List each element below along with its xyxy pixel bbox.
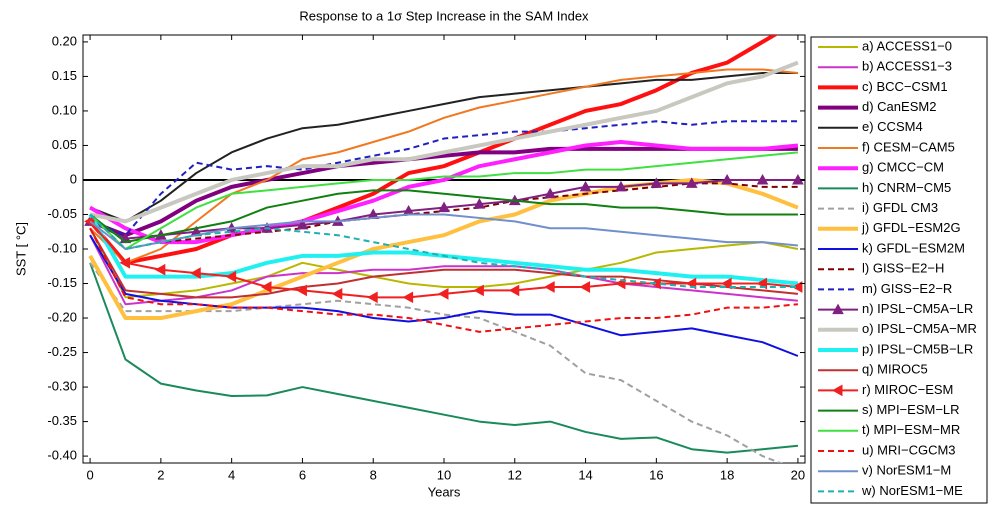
x-tick-label: 10 [437,467,451,482]
series-line [89,234,799,306]
marker [296,218,309,230]
x-tick-label: 20 [791,467,805,482]
legend-label: h) CNRM−CM5 [862,180,951,195]
x-tick-label: 2 [157,467,164,482]
legend-label: v) NorESM1−M [862,463,951,478]
marker [438,201,450,213]
marker [473,198,486,209]
legend-label: k) GFDL−ESM2M [862,240,965,255]
series-line [88,177,799,321]
marker [296,284,307,297]
x-tick-label: 16 [649,467,663,482]
legend-label: g) CMCC−CM [862,160,944,175]
series-line [89,262,783,463]
x-axis-label: Years [428,484,461,499]
marker [756,173,769,185]
series-line [89,120,798,237]
legend-label: t) MPI−ESM−MR [862,422,960,437]
y-tick-label: -0.40 [47,448,77,463]
marker [154,263,166,276]
series-line [89,262,799,454]
legend-label: a) ACCESS1−0 [862,38,952,53]
series-line [89,60,799,224]
y-tick-label: 0.10 [52,102,77,117]
marker [544,281,555,293]
marker [225,270,237,283]
legend-label: u) MRI−CGCM3 [862,442,956,457]
marker [832,303,844,315]
series-line [89,189,798,244]
y-tick-label: -0.25 [47,344,77,359]
marker [190,267,201,280]
y-tick-label: -0.10 [47,240,77,255]
legend-label: b) ACCESS1−3 [862,59,952,74]
marker [367,291,378,304]
marker [473,284,484,297]
legend-label: e) CCSM4 [862,119,923,134]
x-tick-label: 0 [86,467,93,482]
x-tick-label: 12 [508,467,522,482]
legend-label: o) IPSL−CM5A−MR [862,321,977,336]
y-tick-label: -0.30 [47,379,77,394]
legend-label: l) GISS−E2−H [862,261,944,276]
legend-label: w) NorESM1−ME [861,483,963,498]
series-line [89,68,799,264]
series-line [89,140,799,245]
marker [579,281,591,293]
legend-label: i) GFDL CM3 [862,200,938,215]
legend-label: j) GFDL−ESM2G [861,220,961,235]
y-tick-label: -0.35 [47,413,77,428]
chart-title: Response to a 1σ Step Increase in the SA… [299,8,589,23]
marker [437,288,449,300]
series-line [89,213,798,288]
marker [685,177,698,188]
plot-area [83,35,805,463]
legend-label: s) MPI−ESM−LR [862,402,960,417]
series-line [89,151,799,250]
legend-label: d) CanESM2 [862,99,936,114]
series-line [89,227,799,333]
legend-label: r) MIROC−ESM [862,382,953,397]
y-tick-label: 0 [70,171,77,186]
y-tick-label: 0.15 [52,68,77,83]
y-tick-label: -0.15 [47,275,77,290]
legend-label: q) MIROC5 [862,362,928,377]
x-tick-label: 4 [228,467,235,482]
marker [579,180,592,192]
y-tick-label: -0.20 [47,309,77,324]
marker [650,177,663,188]
y-tick-label: -0.05 [47,206,77,221]
marker [831,384,843,397]
marker [544,187,557,199]
x-tick-label: 18 [720,467,734,482]
x-tick-label: 6 [299,467,306,482]
y-tick-label: 0.05 [52,137,77,152]
marker [508,284,520,297]
y-axis-label: SST [ °C] [13,222,28,276]
marker [119,256,130,269]
marker [721,277,732,290]
legend-label: f) CESM−CAM5 [862,139,955,154]
legend-label: m) GISS−E2−R [862,281,952,296]
series-line [89,213,799,250]
legend-label: n) IPSL−CM5A−LR [862,301,973,316]
legend-label: p) IPSL−CM5B−LR [862,341,973,356]
x-tick-label: 8 [370,467,377,482]
y-tick-label: 0.20 [52,33,77,48]
marker [721,173,733,185]
marker [261,281,272,293]
series-line [89,227,799,299]
marker [791,281,803,293]
legend-label: c) BCC−CSM1 [862,79,948,94]
marker [331,288,343,300]
marker [615,180,627,192]
marker [402,291,414,304]
series-line [88,35,779,265]
x-tick-label: 14 [578,467,592,482]
series-line [89,71,798,223]
series-line [89,227,799,299]
